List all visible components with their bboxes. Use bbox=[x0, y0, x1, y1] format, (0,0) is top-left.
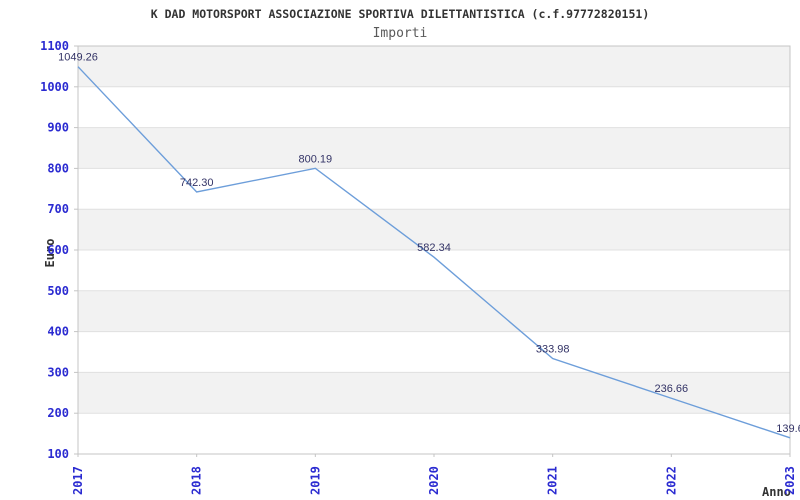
y-tick-label: 900 bbox=[47, 121, 69, 135]
x-tick-label: 2019 bbox=[308, 466, 322, 495]
point-label: 333.98 bbox=[536, 344, 570, 356]
chart-subtitle: Importi bbox=[372, 26, 428, 41]
x-tick-label: 2021 bbox=[546, 466, 560, 495]
point-label: 236.66 bbox=[655, 383, 689, 395]
plot-band bbox=[78, 290, 790, 332]
plot-band bbox=[78, 209, 790, 250]
y-tick-label: 300 bbox=[47, 365, 69, 379]
y-tick-label: 200 bbox=[47, 406, 69, 420]
plot-band bbox=[78, 46, 790, 87]
x-axis-title: Anno bbox=[762, 485, 791, 499]
x-tick-label: 2017 bbox=[71, 466, 85, 495]
x-tick-label: 2023 bbox=[783, 466, 797, 495]
plot-band bbox=[78, 331, 790, 373]
plot-band bbox=[78, 127, 790, 169]
x-tick-label: 2022 bbox=[664, 466, 678, 495]
y-tick-label: 500 bbox=[47, 284, 69, 298]
point-label: 1049.26 bbox=[58, 52, 98, 64]
point-label: 800.19 bbox=[299, 153, 333, 165]
y-tick-label: 400 bbox=[47, 325, 69, 339]
x-tick-label: 2020 bbox=[427, 466, 441, 495]
chart-title: K DAD MOTORSPORT ASSOCIAZIONE SPORTIVA D… bbox=[150, 7, 650, 21]
y-tick-label: 800 bbox=[47, 161, 69, 175]
data-line bbox=[77, 66, 791, 439]
plot-band bbox=[78, 413, 790, 454]
point-label: 742.30 bbox=[180, 177, 214, 189]
generated-chart-layer: 100 200 300 400 500 600 700 800 900 1000 1100 2017 2… bbox=[40, 39, 800, 495]
x-tick-label: 2018 bbox=[190, 466, 204, 495]
plot-band bbox=[78, 372, 790, 414]
point-label: 139.6 bbox=[776, 423, 800, 435]
y-tick-label: 600 bbox=[47, 243, 69, 257]
plot-band bbox=[78, 250, 790, 291]
y-tick-label: 1100 bbox=[40, 39, 69, 53]
y-tick-label: 100 bbox=[47, 447, 69, 461]
plot-band bbox=[78, 86, 790, 128]
plot-band bbox=[78, 168, 790, 210]
point-label: 582.34 bbox=[417, 242, 451, 254]
y-tick-label: 700 bbox=[47, 202, 69, 216]
y-tick-label: 1000 bbox=[40, 80, 69, 94]
